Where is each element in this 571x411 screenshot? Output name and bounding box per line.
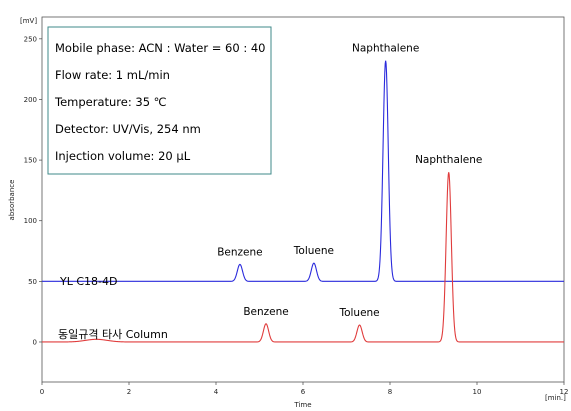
y-tick-label: 100 [24,217,37,225]
y-tick-label: 150 [24,157,37,165]
condition-injection-volume: Injection volume: 20 μL [55,149,191,163]
x-tick-label: 12 [560,388,569,396]
peak-point [239,263,241,265]
y-tick-label: 250 [24,35,37,43]
condition-temperature: Temperature: 35 ℃ [54,95,167,109]
condition-flow-rate: Flow rate: 1 mL/min [55,68,170,82]
y-axis-title: absorbance [8,180,16,221]
series-group [42,59,564,343]
x-tick-label: 0 [40,388,44,396]
peak-point [448,171,450,173]
series-label-yl: YL C18-4D [59,275,117,288]
x-tick-label: 4 [214,388,219,396]
x-tick-label: 10 [473,388,482,396]
peak-point [384,59,386,61]
peak-label: Benzene [217,246,262,258]
series-line [42,172,564,343]
peak-point [358,324,360,326]
peak-label: Benzene [243,306,288,318]
condition-detector: Detector: UV/Vis, 254 nm [55,122,201,136]
peak-point [265,323,267,325]
series-line [42,60,564,282]
peak-label: Toluene [293,245,334,257]
axis-ticks: 0 2 4 6 8 10 12 0 50 100 150 200 250 [24,35,569,396]
y-unit-label: [mV] [20,17,37,25]
peak-labels: Benzene Toluene Naphthalene Benzene Toluene N… [217,43,482,319]
x-tick-label: 6 [301,388,306,396]
peak-label: Naphthalene [415,154,482,166]
x-unit-label: [min.] [545,394,566,402]
conditions-box-frame [47,26,272,175]
x-axis-title: Time [293,401,311,409]
y-tick-label: 50 [28,278,37,286]
x-tick-label: 8 [388,388,392,396]
series-label-competitor: 동일규격 타사 Column [58,327,168,341]
condition-mobile-phase: Mobile phase: ACN : Water = 60 : 40 [55,41,266,55]
x-tick-label: 2 [127,388,131,396]
peak-label: Toluene [338,307,379,319]
y-tick-label: 200 [24,96,37,104]
peak-label: Naphthalene [352,43,419,55]
conditions-box: Mobile phase: ACN : Water = 60 : 40 Flow… [47,26,272,175]
peak-point [313,262,315,264]
y-tick-label: 0 [33,338,37,346]
